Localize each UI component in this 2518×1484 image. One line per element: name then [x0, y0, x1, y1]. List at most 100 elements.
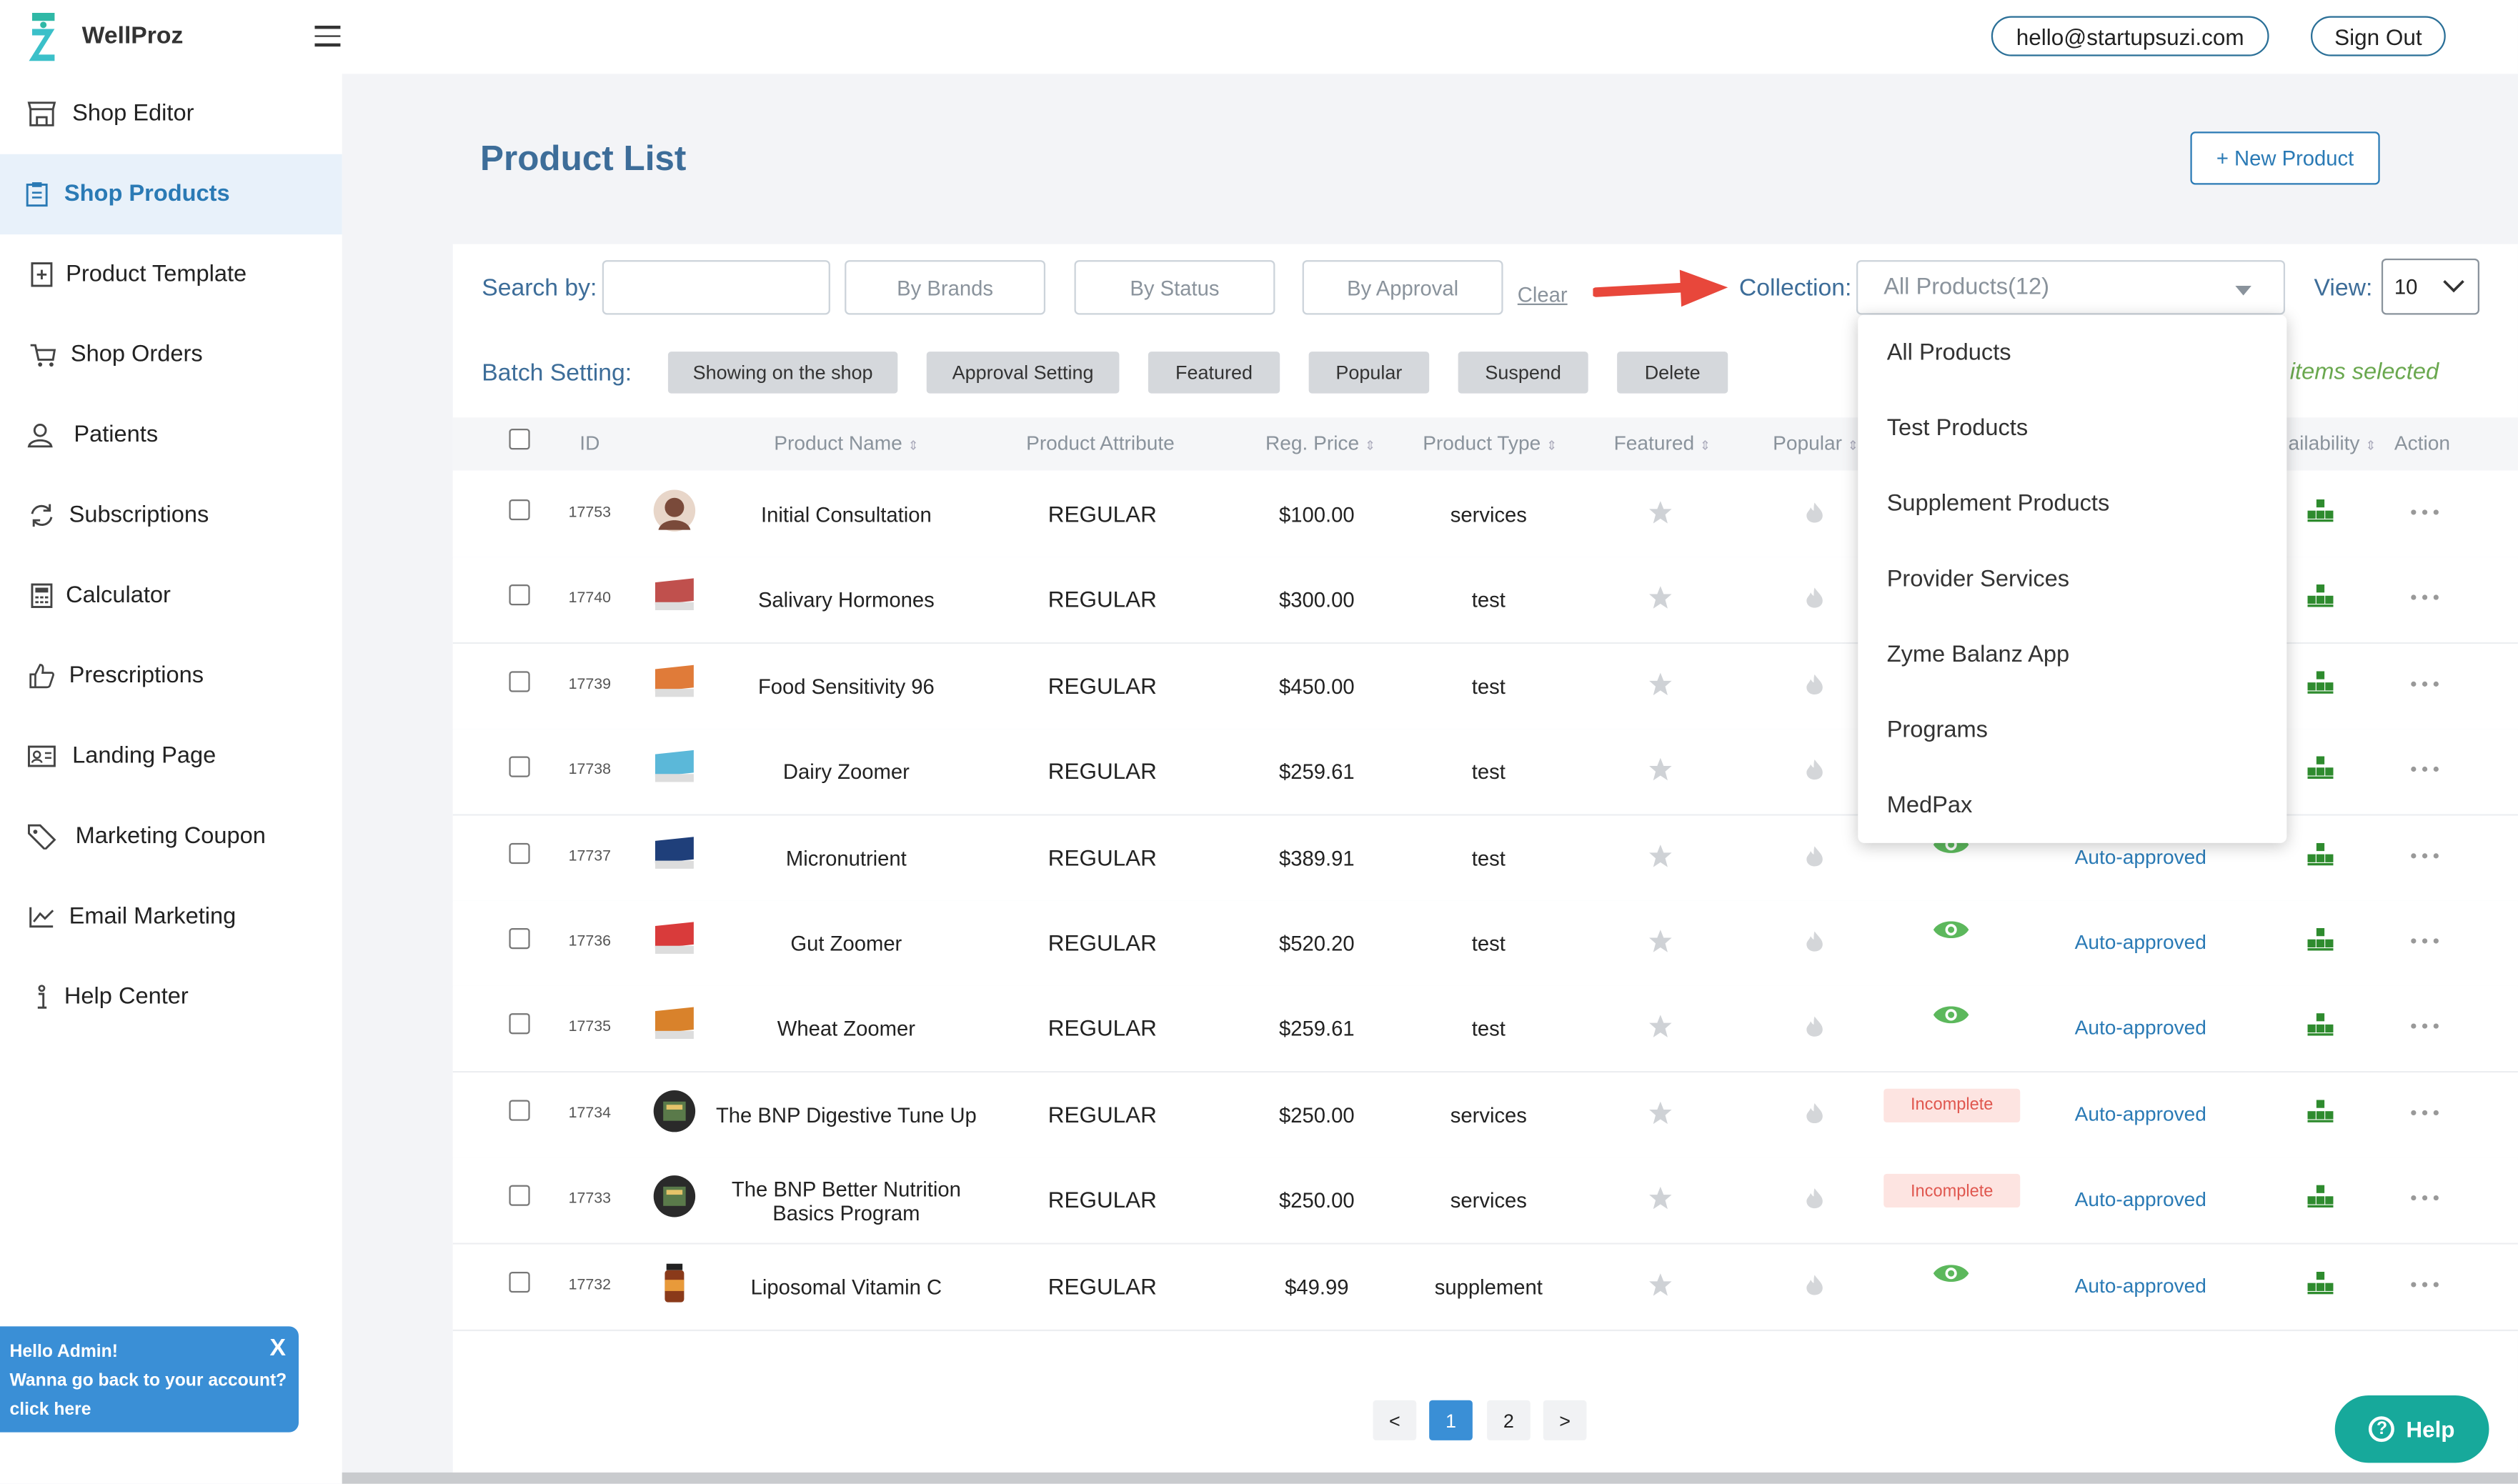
availability-icon[interactable]: [2307, 756, 2334, 780]
select-all-checkbox[interactable]: [509, 429, 530, 450]
availability-icon[interactable]: [2307, 499, 2334, 522]
collection-option-programs[interactable]: Programs: [1886, 717, 1988, 744]
featured-star-icon[interactable]: [1648, 499, 1673, 525]
horizontal-scrollbar[interactable]: [342, 1472, 2518, 1484]
product-name[interactable]: Wheat Zoomer: [777, 1017, 915, 1042]
more-actions-icon[interactable]: [2410, 1195, 2439, 1201]
featured-star-icon[interactable]: [1648, 585, 1673, 611]
collection-option-test-products[interactable]: Test Products: [1886, 416, 2029, 442]
batch-featured-button[interactable]: Featured: [1148, 352, 1280, 394]
availability-icon[interactable]: [2307, 584, 2334, 608]
product-thumbnail-icon[interactable]: [650, 745, 698, 790]
featured-star-icon[interactable]: [1648, 928, 1673, 954]
popular-flame-icon[interactable]: [1805, 587, 1824, 609]
sidebar-item-shop-products[interactable]: Shop Products: [0, 154, 342, 235]
popular-flame-icon[interactable]: [1805, 1273, 1824, 1295]
sidebar-item-shop-orders[interactable]: Shop Orders: [0, 314, 342, 394]
row-checkbox[interactable]: [509, 1013, 530, 1035]
availability-icon[interactable]: [2307, 1100, 2334, 1122]
new-product-button[interactable]: + New Product: [2190, 131, 2380, 185]
product-thumbnail-icon[interactable]: [650, 1260, 698, 1305]
approval-status-link[interactable]: Auto-approved: [2074, 1102, 2206, 1125]
featured-star-icon[interactable]: [1648, 671, 1673, 697]
featured-star-icon[interactable]: [1648, 1271, 1673, 1297]
row-checkbox[interactable]: [509, 1100, 530, 1121]
more-actions-icon[interactable]: [2410, 594, 2439, 601]
product-name[interactable]: The BNP Better Nutrition Basics Program: [731, 1177, 961, 1226]
collection-option-all-products[interactable]: All Products: [1886, 340, 2011, 367]
sign-out-button[interactable]: Sign Out: [2311, 16, 2446, 56]
pagination-page-1[interactable]: 1: [1429, 1400, 1473, 1440]
availability-icon[interactable]: [2307, 842, 2334, 865]
column-header-featured[interactable]: Featured ⇕: [1614, 432, 1711, 454]
batch-showing-button[interactable]: Showing on the shop: [667, 352, 898, 394]
back-to-account-banner[interactable]: Hello Admin! Wanna go back to your accou…: [0, 1326, 299, 1433]
showing-on-shop-eye-icon[interactable]: [1932, 1005, 1971, 1027]
clear-filters-link[interactable]: Clear: [1517, 282, 1568, 307]
product-thumbnail-icon[interactable]: [650, 1088, 698, 1133]
product-name[interactable]: Dairy Zoomer: [782, 760, 910, 785]
close-icon[interactable]: X: [269, 1334, 287, 1362]
sidebar-item-product-template[interactable]: Product Template: [0, 234, 342, 314]
approval-status-link[interactable]: Auto-approved: [2074, 1017, 2206, 1040]
row-checkbox[interactable]: [509, 842, 530, 864]
pagination-prev[interactable]: <: [1373, 1400, 1417, 1440]
popular-flame-icon[interactable]: [1805, 844, 1824, 866]
product-name[interactable]: Liposomal Vitamin C: [750, 1274, 942, 1299]
column-header-availability[interactable]: ailability ⇕: [2289, 432, 2377, 454]
row-checkbox[interactable]: [509, 499, 530, 521]
availability-icon[interactable]: [2307, 1271, 2334, 1294]
by-brands-filter[interactable]: By Brands: [845, 260, 1046, 315]
approval-status-link[interactable]: Auto-approved: [2074, 1188, 2206, 1211]
availability-icon[interactable]: [2307, 1013, 2334, 1037]
view-count-select[interactable]: 10: [2381, 258, 2479, 315]
row-checkbox[interactable]: [509, 1185, 530, 1207]
showing-on-shop-eye-icon[interactable]: [1932, 919, 1971, 941]
featured-star-icon[interactable]: [1648, 1100, 1673, 1125]
popular-flame-icon[interactable]: [1805, 930, 1824, 952]
product-name[interactable]: Gut Zoomer: [790, 931, 902, 956]
column-header-type[interactable]: Product Type ⇕: [1423, 432, 1557, 454]
row-checkbox[interactable]: [509, 756, 530, 778]
collection-option-provider-services[interactable]: Provider Services: [1886, 567, 2070, 593]
column-header-name[interactable]: Product Name ⇕: [774, 432, 918, 454]
product-thumbnail-icon[interactable]: [650, 1174, 698, 1219]
more-actions-icon[interactable]: [2410, 1281, 2439, 1288]
product-name[interactable]: Salivary Hormones: [757, 588, 935, 613]
batch-approval-button[interactable]: Approval Setting: [926, 352, 1120, 394]
availability-icon[interactable]: [2307, 670, 2334, 694]
sidebar-item-patients[interactable]: Patients: [0, 395, 342, 475]
more-actions-icon[interactable]: [2410, 680, 2439, 687]
by-approval-filter[interactable]: By Approval: [1302, 260, 1503, 315]
by-status-filter[interactable]: By Status: [1074, 260, 1275, 315]
sidebar-item-email-marketing[interactable]: Email Marketing: [0, 877, 342, 957]
more-actions-icon[interactable]: [2410, 766, 2439, 772]
showing-on-shop-eye-icon[interactable]: [1932, 1262, 1971, 1284]
sidebar-item-calculator[interactable]: Calculator: [0, 556, 342, 636]
batch-popular-button[interactable]: Popular: [1308, 352, 1430, 394]
more-actions-icon[interactable]: [2410, 509, 2439, 515]
collection-select[interactable]: All Products(12): [1856, 260, 2286, 315]
product-thumbnail-icon[interactable]: [650, 1002, 698, 1047]
approval-status-link[interactable]: Auto-approved: [2074, 845, 2206, 868]
featured-star-icon[interactable]: [1648, 1185, 1673, 1211]
column-header-price[interactable]: Reg. Price ⇕: [1265, 432, 1375, 454]
more-actions-icon[interactable]: [2410, 852, 2439, 858]
availability-icon[interactable]: [2307, 927, 2334, 951]
popular-flame-icon[interactable]: [1805, 758, 1824, 780]
more-actions-icon[interactable]: [2410, 1109, 2439, 1115]
menu-toggle-icon[interactable]: [314, 25, 341, 46]
approval-status-link[interactable]: Auto-approved: [2074, 1274, 2206, 1297]
row-checkbox[interactable]: [509, 1271, 530, 1293]
popular-flame-icon[interactable]: [1805, 1187, 1824, 1209]
sidebar-item-shop-editor[interactable]: Shop Editor: [0, 74, 342, 154]
product-thumbnail-icon[interactable]: [650, 488, 698, 533]
sidebar-item-help-center[interactable]: Help Center: [0, 957, 342, 1037]
more-actions-icon[interactable]: [2410, 937, 2439, 944]
featured-star-icon[interactable]: [1648, 1014, 1673, 1040]
banner-link[interactable]: click here: [9, 1400, 91, 1420]
product-name[interactable]: The BNP Digestive Tune Up: [715, 1102, 977, 1127]
availability-icon[interactable]: [2307, 1185, 2334, 1208]
featured-star-icon[interactable]: [1648, 757, 1673, 782]
pagination-next[interactable]: >: [1543, 1400, 1587, 1440]
